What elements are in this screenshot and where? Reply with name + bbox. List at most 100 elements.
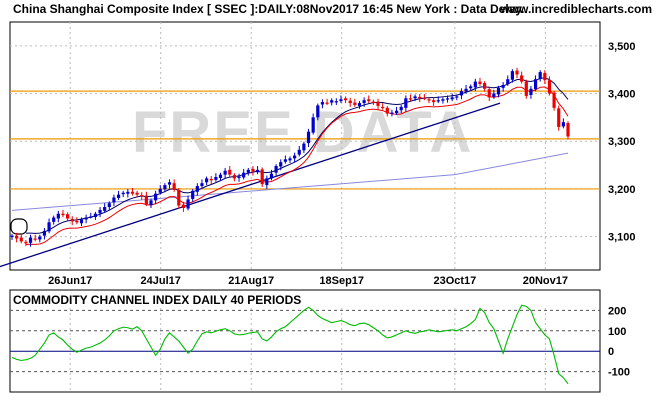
cci-panel-frame xyxy=(9,289,601,393)
candle-body xyxy=(255,169,260,173)
candle-body xyxy=(158,188,162,193)
cci-title: COMMODITY CHANNEL INDEX DAILY 40 PERIODS xyxy=(13,293,301,307)
candle-body xyxy=(205,178,209,183)
candle-body xyxy=(316,105,320,118)
candle-body xyxy=(260,169,264,185)
candle-body xyxy=(251,168,255,172)
candle-body xyxy=(283,159,287,162)
cci-series-line xyxy=(11,304,569,385)
candle-body xyxy=(28,237,33,243)
candle-body xyxy=(265,178,269,186)
candle-body xyxy=(98,209,102,214)
cci-tick-label: 0 xyxy=(608,346,614,358)
candle-body xyxy=(353,102,357,105)
moving-average-upper xyxy=(25,77,569,234)
candle-body xyxy=(455,96,459,98)
x-tick-label: 23Oct17 xyxy=(433,275,476,287)
moving-average-lower xyxy=(25,86,569,245)
candle-body xyxy=(42,230,47,236)
candle-body xyxy=(325,102,329,104)
y-tick-label: 3,300 xyxy=(608,136,636,148)
candle-body xyxy=(33,238,37,240)
candle-body xyxy=(515,70,519,75)
candle-body xyxy=(297,149,301,155)
candle-body xyxy=(320,102,325,105)
candle-body xyxy=(177,189,181,206)
long-moving-average xyxy=(11,152,569,211)
candle-body xyxy=(367,99,371,102)
candle-body xyxy=(385,107,389,114)
candle-body xyxy=(232,175,236,179)
candle-body xyxy=(144,195,148,205)
candle-body xyxy=(510,71,514,80)
candle-body xyxy=(56,213,60,219)
candle-body xyxy=(422,97,426,100)
candle-body xyxy=(242,172,246,178)
candle-body xyxy=(524,81,528,96)
candle-body xyxy=(75,220,79,223)
candle-body xyxy=(334,101,338,103)
candle-body xyxy=(172,183,176,190)
highlight-circle xyxy=(10,218,28,235)
site-url[interactable]: www.incrediblecharts.com xyxy=(499,2,652,16)
candle-body xyxy=(70,218,74,222)
candle-body xyxy=(399,106,403,111)
candle-body xyxy=(450,97,454,100)
candle-body xyxy=(344,98,348,101)
candle-body xyxy=(103,207,107,211)
candle-body xyxy=(121,192,125,195)
candle-body xyxy=(279,162,283,167)
candle-body xyxy=(413,96,417,99)
candle-body xyxy=(427,99,431,101)
cci-tick-label: 200 xyxy=(608,305,626,317)
candle-body xyxy=(404,98,408,108)
candle-body xyxy=(135,192,139,195)
candle-body xyxy=(357,103,362,106)
candle-body xyxy=(223,170,227,175)
candle-body xyxy=(459,91,464,96)
candle-body xyxy=(274,166,278,173)
candle-body xyxy=(538,72,542,79)
trendline xyxy=(0,102,501,268)
candle-body xyxy=(432,100,436,103)
candle-body xyxy=(154,193,158,201)
candle-body xyxy=(10,235,14,238)
candle-body xyxy=(116,194,121,198)
candle-body xyxy=(418,96,422,99)
candle-body xyxy=(89,216,93,218)
candle-body xyxy=(293,155,297,159)
candle-body xyxy=(209,178,213,181)
candle-body xyxy=(533,79,538,90)
candle-body xyxy=(237,176,241,178)
candle-body xyxy=(246,169,250,173)
candle-body xyxy=(61,213,65,216)
cci-tick-label: 100 xyxy=(608,326,626,338)
candle-body xyxy=(47,222,51,232)
candle-body xyxy=(441,99,445,101)
x-tick-label: 24Jul17 xyxy=(141,275,181,287)
candle-body xyxy=(408,98,413,100)
x-tick-label: 26Jun17 xyxy=(48,275,92,287)
candle-body xyxy=(311,117,315,133)
candle-body xyxy=(561,122,565,127)
candle-body xyxy=(149,200,153,206)
candle-body xyxy=(394,110,399,114)
y-tick-label: 3,100 xyxy=(608,232,636,244)
candle-body xyxy=(200,183,204,187)
candle-body xyxy=(79,219,84,224)
x-tick-label: 21Aug17 xyxy=(228,275,274,287)
chart-title: China Shanghai Composite Index [ SSEC ]:… xyxy=(13,2,528,16)
candle-body xyxy=(288,158,292,161)
candle-body xyxy=(19,237,23,242)
candle-body xyxy=(191,190,195,199)
candle-body xyxy=(483,83,487,89)
candle-body xyxy=(566,123,570,137)
candle-body xyxy=(557,108,561,127)
candle-body xyxy=(167,182,172,185)
candle-body xyxy=(112,197,116,203)
candle-body xyxy=(390,112,394,114)
watermark: FREE DATA xyxy=(132,100,473,165)
candle-body xyxy=(543,73,547,81)
